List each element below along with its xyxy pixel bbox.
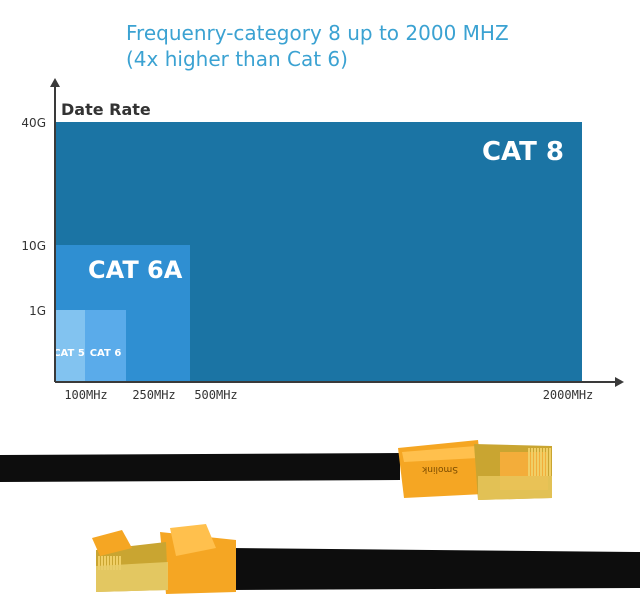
- title-line-2: (4x higher than Cat 6): [126, 47, 348, 71]
- title-line-1: Frequenry-category 8 up to 2000 MHZ: [126, 21, 509, 45]
- x-tick-100mhz: 100MHz: [64, 388, 107, 402]
- contact-pin: [528, 448, 530, 476]
- y-tick-1g: 1G: [29, 304, 46, 318]
- contact-pin: [540, 448, 542, 476]
- x-tick-250mhz: 250MHz: [132, 388, 175, 402]
- flat-cable-upper: [0, 453, 400, 482]
- contact-pin: [101, 556, 103, 570]
- x-tick-500mhz: 500MHz: [194, 388, 237, 402]
- data-rate-chart: CAT 8 CAT 6A CAT 6 CAT 5 Date Rate 40G 10G 1G…: [21, 78, 624, 402]
- contact-pin: [119, 556, 121, 570]
- series-label-cat-6: CAT 6: [90, 348, 122, 359]
- connector-upper: Smolink: [398, 440, 552, 500]
- contact-pin: [549, 448, 551, 476]
- contact-pin: [110, 556, 112, 570]
- chart-title: Frequenry-category 8 up to 2000 MHZ (4x …: [126, 20, 509, 72]
- contact-pin: [107, 556, 109, 570]
- contact-pin: [543, 448, 545, 476]
- series-label-cat-5: CAT 5: [53, 348, 85, 359]
- contact-pin: [531, 448, 533, 476]
- series-label-cat-8: CAT 8: [482, 137, 564, 167]
- contact-pin: [546, 448, 548, 476]
- connector-brand-text: Smolink: [421, 464, 458, 474]
- x-tick-2000mhz: 2000MHz: [543, 388, 594, 402]
- contact-pin: [104, 556, 106, 570]
- contact-pin: [534, 448, 536, 476]
- series-label-cat-6a: CAT 6A: [88, 256, 183, 284]
- contact-pin: [537, 448, 539, 476]
- y-axis-label: Date Rate: [61, 100, 151, 119]
- y-tick-10g: 10G: [21, 239, 46, 253]
- contact-pin: [113, 556, 115, 570]
- y-tick-40g: 40G: [21, 116, 46, 130]
- contact-pin: [116, 556, 118, 570]
- connector-lower: [92, 524, 236, 594]
- contact-pin: [98, 556, 100, 570]
- area-cat-5: [56, 310, 85, 381]
- flat-cable-lower: [230, 548, 640, 590]
